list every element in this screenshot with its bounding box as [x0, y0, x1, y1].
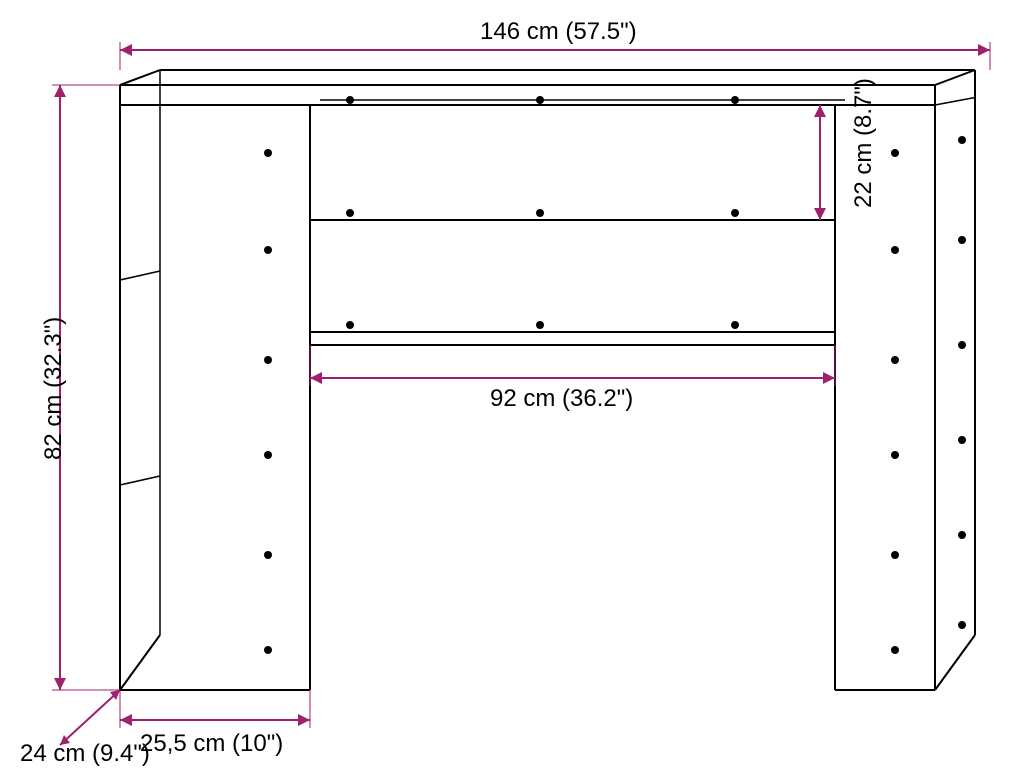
diagram-canvas: 146 cm (57.5") 82 cm (32.3") 24 cm (9.4"… — [0, 0, 1020, 775]
dim-height-left-label: 82 cm (32.3") — [40, 317, 68, 460]
dim-width-top-label: 146 cm (57.5") — [480, 18, 637, 46]
dim-cab-width-label: 25,5 cm (10") — [140, 730, 283, 758]
dim-depth-left-label: 24 cm (9.4") — [20, 740, 150, 768]
dim-shelf-h-label: 22 cm (8.7") — [850, 78, 878, 208]
dim-gap-label: 92 cm (36.2") — [490, 385, 633, 413]
